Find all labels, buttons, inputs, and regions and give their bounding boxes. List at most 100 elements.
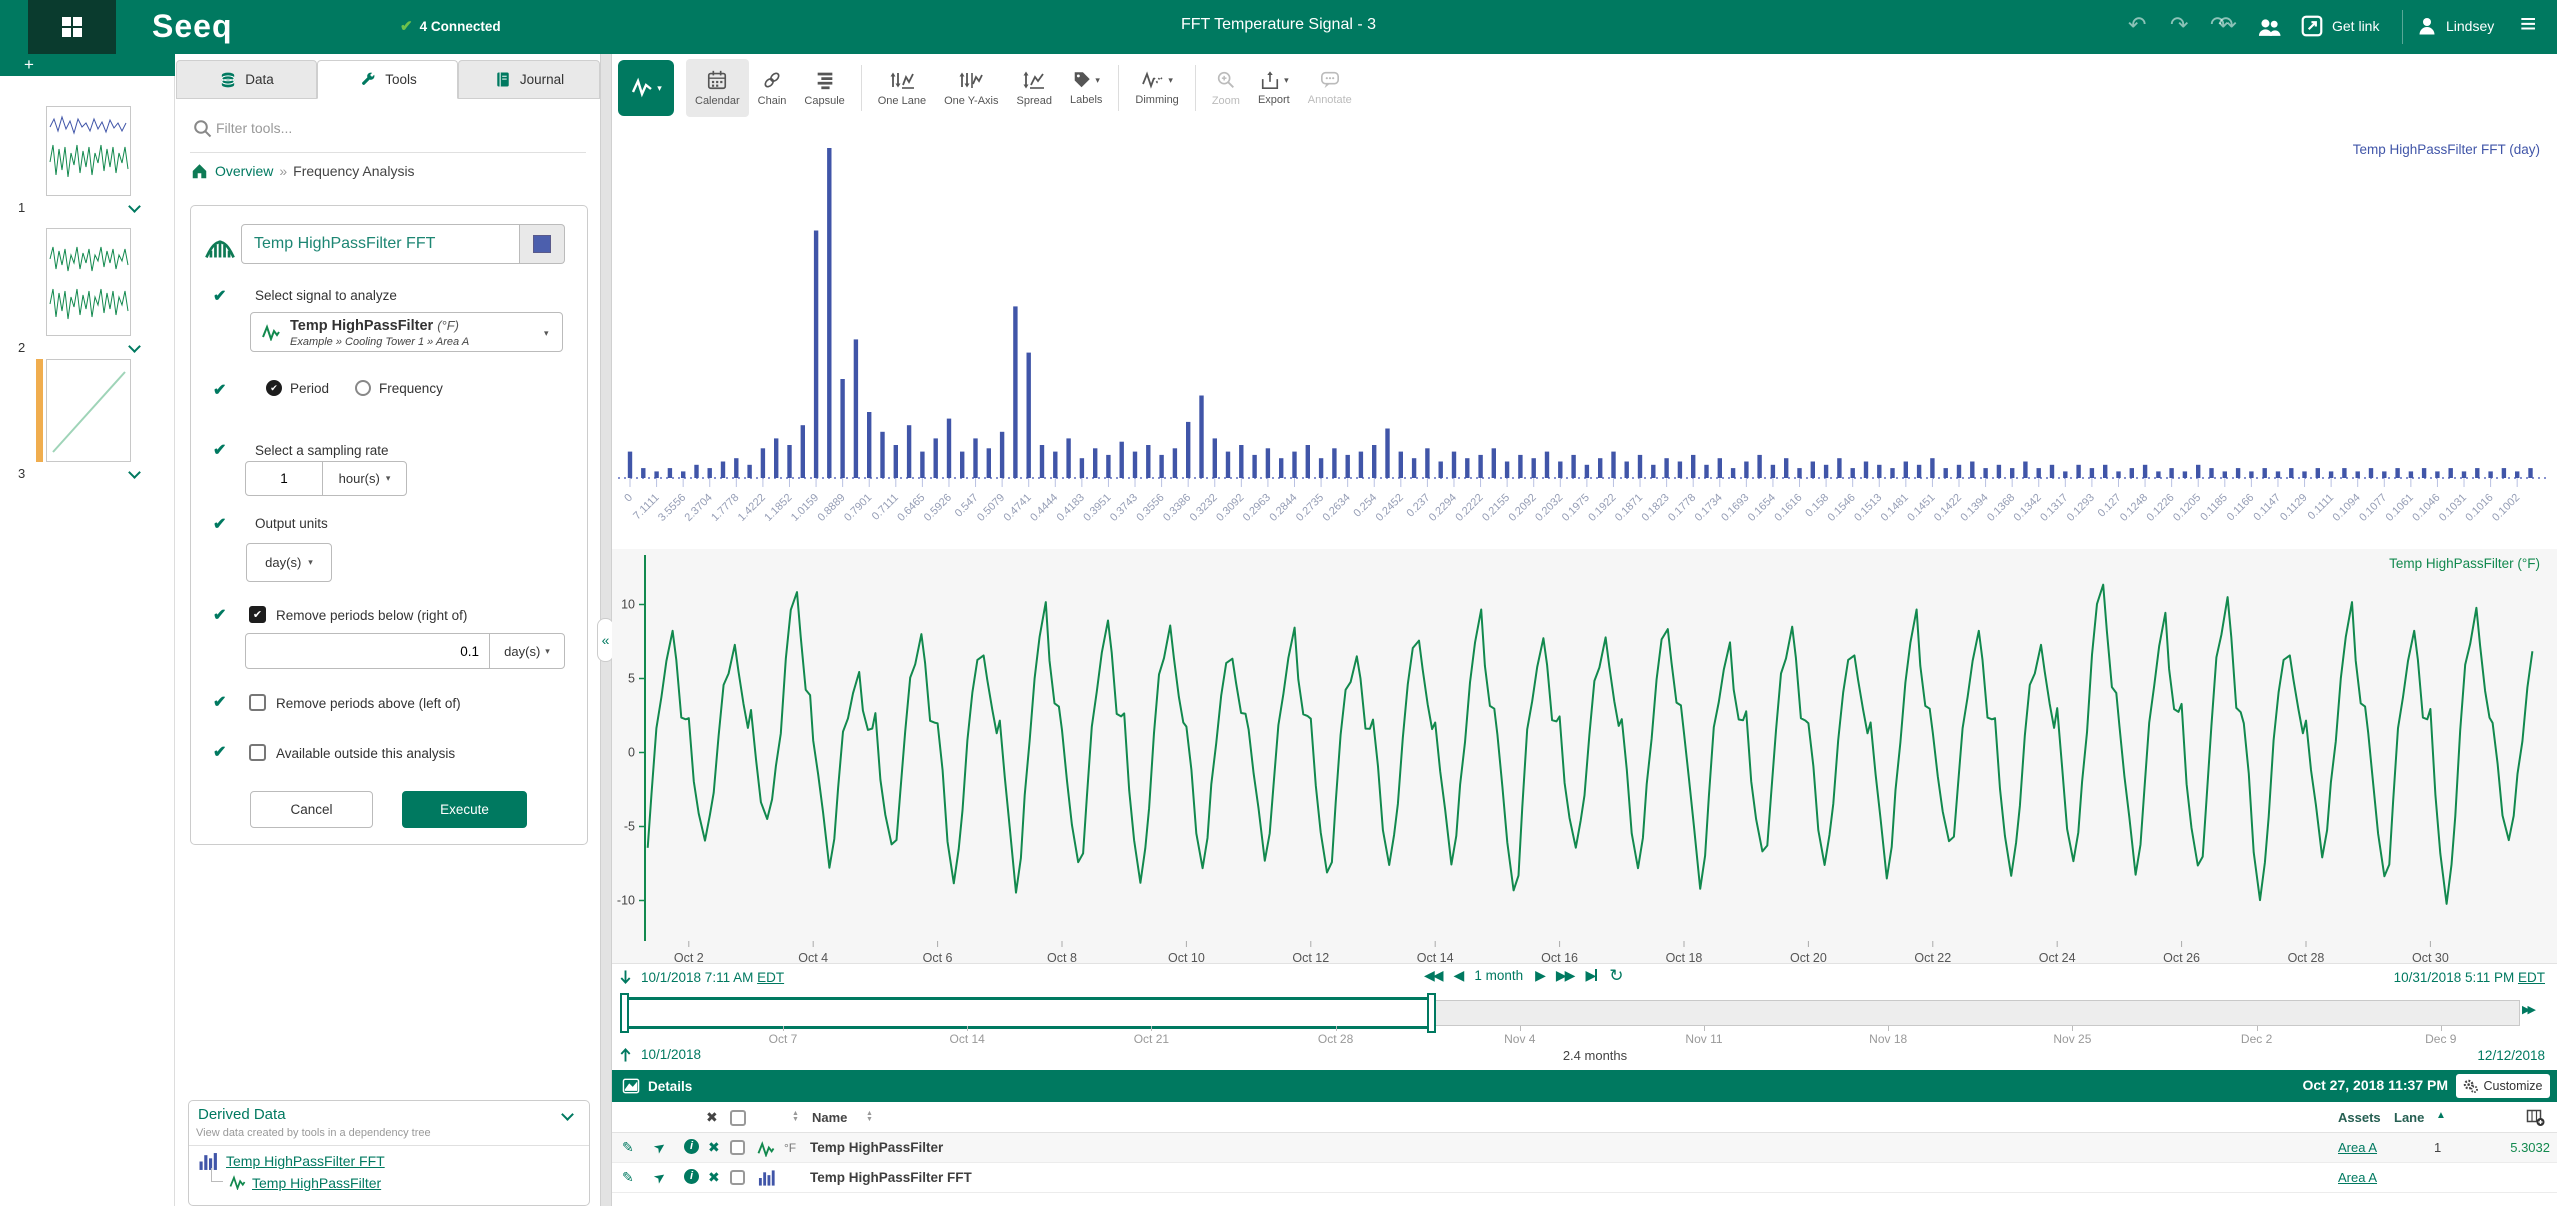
customize-button[interactable]: Customize bbox=[2456, 1074, 2550, 1098]
sampling-unit-dropdown[interactable]: hour(s) ▾ bbox=[322, 461, 407, 496]
add-worksheet-button[interactable]: + bbox=[18, 54, 40, 76]
sampling-unit-value: hour(s) bbox=[339, 471, 380, 486]
details-row-fft[interactable]: ✎ ➤ i ✖ Temp HighPassFilter FFT Area A bbox=[612, 1163, 2557, 1193]
get-link-button[interactable]: Get link bbox=[2300, 14, 2379, 38]
cancel-button[interactable]: Cancel bbox=[250, 791, 373, 828]
scrubber-handle-right[interactable] bbox=[1427, 993, 1436, 1033]
toolbar-capsule-button[interactable]: Capsule bbox=[795, 59, 853, 117]
pin-icon[interactable]: ➤ bbox=[650, 1137, 669, 1158]
output-unit-dropdown[interactable]: day(s) ▾ bbox=[246, 543, 332, 582]
toolbar-labels-button[interactable]: ▾ Labels bbox=[1061, 59, 1111, 117]
color-swatch-button[interactable] bbox=[520, 224, 565, 264]
svg-text:0.2032: 0.2032 bbox=[1533, 492, 1565, 524]
sort-icon[interactable]: ▲▼ bbox=[866, 1111, 873, 1123]
toolbar-spread-button[interactable]: Spread bbox=[1008, 59, 1061, 117]
remove-icon[interactable]: ✖ bbox=[708, 1169, 720, 1186]
available-outside-checkbox[interactable] bbox=[249, 744, 266, 761]
step-back-icon[interactable]: ◀◀ bbox=[1424, 967, 1442, 984]
fft-bar-chart[interactable]: 07.11113.55562.37041.77781.42221.18521.0… bbox=[612, 120, 2557, 549]
worksheet-thumbnail-2[interactable] bbox=[46, 228, 131, 336]
toolbar-chain-button[interactable]: Chain bbox=[749, 59, 796, 117]
undo-icon[interactable]: ↶ bbox=[2128, 12, 2146, 38]
name-column-header[interactable]: Name bbox=[812, 1110, 847, 1125]
tab-tools[interactable]: Tools bbox=[317, 60, 458, 99]
refresh-icon[interactable]: ↻ bbox=[1609, 969, 1623, 983]
half-step-back-icon[interactable]: ◀ bbox=[1454, 967, 1463, 984]
row-asset-link[interactable]: Area A bbox=[2338, 1170, 2377, 1185]
range-end-timezone[interactable]: EDT bbox=[2518, 970, 2545, 985]
remove-below-checkbox[interactable]: ✔ bbox=[249, 606, 266, 623]
sort-icon[interactable]: ▲▼ bbox=[792, 1111, 799, 1123]
row-name: Temp HighPassFilter FFT bbox=[810, 1170, 972, 1185]
signal-line-chart[interactable]: 1050-5-10Oct 2Oct 4Oct 6Oct 8Oct 10Oct 1… bbox=[612, 549, 2557, 965]
range-start-datetime[interactable]: 10/1/2018 7:11 AM bbox=[641, 970, 753, 985]
remove-above-checkbox[interactable] bbox=[249, 694, 266, 711]
tab-data[interactable]: Data bbox=[176, 60, 317, 99]
svg-text:10: 10 bbox=[621, 598, 635, 612]
range-duration[interactable]: 1 month bbox=[1474, 968, 1523, 983]
sampling-rate-input[interactable] bbox=[245, 461, 323, 496]
row-checkbox[interactable] bbox=[730, 1140, 745, 1155]
tool-name-input[interactable] bbox=[241, 224, 520, 264]
step-check-icon: ✔ bbox=[213, 380, 226, 400]
skip-to-end-icon[interactable]: ▶ bbox=[1585, 967, 1597, 984]
select-all-checkbox[interactable] bbox=[730, 1110, 746, 1126]
user-menu[interactable]: Lindsey bbox=[2416, 14, 2494, 38]
assets-column-header[interactable]: Assets bbox=[2338, 1110, 2381, 1125]
remove-below-value-input[interactable] bbox=[245, 633, 490, 669]
investigate-end-date[interactable]: 12/12/2018 bbox=[2420, 1048, 2545, 1063]
scrubber-selection[interactable] bbox=[625, 997, 1432, 1029]
signal-select-dropdown[interactable]: Temp HighPassFilter (°F) Example » Cooli… bbox=[250, 312, 563, 352]
search-icon bbox=[192, 118, 214, 140]
derived-item-fft-link[interactable]: Temp HighPassFilter FFT bbox=[226, 1153, 385, 1169]
filter-tools-input[interactable] bbox=[216, 114, 566, 142]
frequency-radio[interactable] bbox=[355, 380, 371, 396]
row-asset-link[interactable]: Area A bbox=[2338, 1140, 2377, 1155]
clear-all-icon[interactable]: ✖ bbox=[706, 1109, 718, 1126]
toolbar-separator bbox=[1195, 65, 1196, 111]
gears-icon bbox=[2463, 1079, 2478, 1093]
fast-forward-icon[interactable]: ↷↷ bbox=[2210, 12, 2227, 38]
info-icon[interactable]: i bbox=[684, 1139, 699, 1154]
toolbar-export-button[interactable]: ▾ Export bbox=[1249, 59, 1299, 117]
scrubber-handle-left[interactable] bbox=[620, 993, 629, 1033]
step-forward-icon[interactable]: ▶▶ bbox=[1556, 967, 1574, 984]
toolbar-one-lane-button[interactable]: One Lane bbox=[869, 59, 935, 117]
home-icon[interactable] bbox=[190, 162, 209, 180]
redo-icon[interactable]: ↷ bbox=[2170, 12, 2188, 38]
trend-view-button[interactable]: ▾ bbox=[618, 60, 674, 116]
svg-text:0.1077: 0.1077 bbox=[2357, 492, 2389, 524]
remove-below-unit-dropdown[interactable]: day(s) ▾ bbox=[489, 633, 565, 669]
remove-icon[interactable]: ✖ bbox=[708, 1139, 720, 1156]
toolbar-dimming-button[interactable]: ▾ Dimming bbox=[1126, 59, 1187, 117]
row-checkbox[interactable] bbox=[730, 1170, 745, 1185]
worksheet-thumbnail-3[interactable] bbox=[46, 359, 131, 462]
breadcrumb-overview-link[interactable]: Overview bbox=[215, 163, 273, 179]
svg-text:0.4183: 0.4183 bbox=[1055, 492, 1087, 524]
worksheet-thumbnail-1[interactable] bbox=[46, 106, 131, 196]
execute-button[interactable]: Execute bbox=[402, 791, 527, 828]
derived-data-subtitle: View data created by tools in a dependen… bbox=[196, 1127, 431, 1139]
range-end-datetime[interactable]: 10/31/2018 5:11 PM bbox=[2394, 970, 2515, 985]
half-step-forward-icon[interactable]: ▶ bbox=[1535, 967, 1544, 984]
add-column-icon[interactable] bbox=[2526, 1108, 2545, 1127]
tab-journal[interactable]: Journal bbox=[458, 60, 600, 99]
svg-text:0.1166: 0.1166 bbox=[2225, 492, 2257, 524]
range-start-timezone[interactable]: EDT bbox=[757, 970, 784, 985]
edit-icon[interactable]: ✎ bbox=[622, 1169, 634, 1186]
info-icon[interactable]: i bbox=[684, 1169, 699, 1184]
lane-column-header[interactable]: Lane bbox=[2394, 1110, 2424, 1125]
period-radio[interactable]: ✔ bbox=[266, 380, 282, 396]
edit-icon[interactable]: ✎ bbox=[622, 1139, 634, 1156]
details-row-signal[interactable]: ✎ ➤ i ✖ °F Temp HighPassFilter Area A 1 … bbox=[612, 1133, 2557, 1163]
pin-icon[interactable]: ➤ bbox=[650, 1167, 669, 1188]
toolbar-calendar-button[interactable]: Calendar bbox=[686, 59, 749, 117]
users-icon[interactable] bbox=[2256, 15, 2282, 39]
scrubber-expand-icon[interactable]: ▶▶ bbox=[2522, 1003, 2533, 1016]
svg-text:0.1871: 0.1871 bbox=[1613, 492, 1645, 524]
toolbar-one-y-axis-button[interactable]: One Y-Axis bbox=[935, 59, 1007, 117]
hamburger-menu-icon[interactable]: ≡ bbox=[2520, 8, 2536, 40]
scrubber-tick-label: Nov 4 bbox=[1475, 1032, 1565, 1046]
investigate-start-date[interactable]: 10/1/2018 bbox=[641, 1047, 701, 1062]
derived-item-signal-link[interactable]: Temp HighPassFilter bbox=[252, 1175, 381, 1191]
